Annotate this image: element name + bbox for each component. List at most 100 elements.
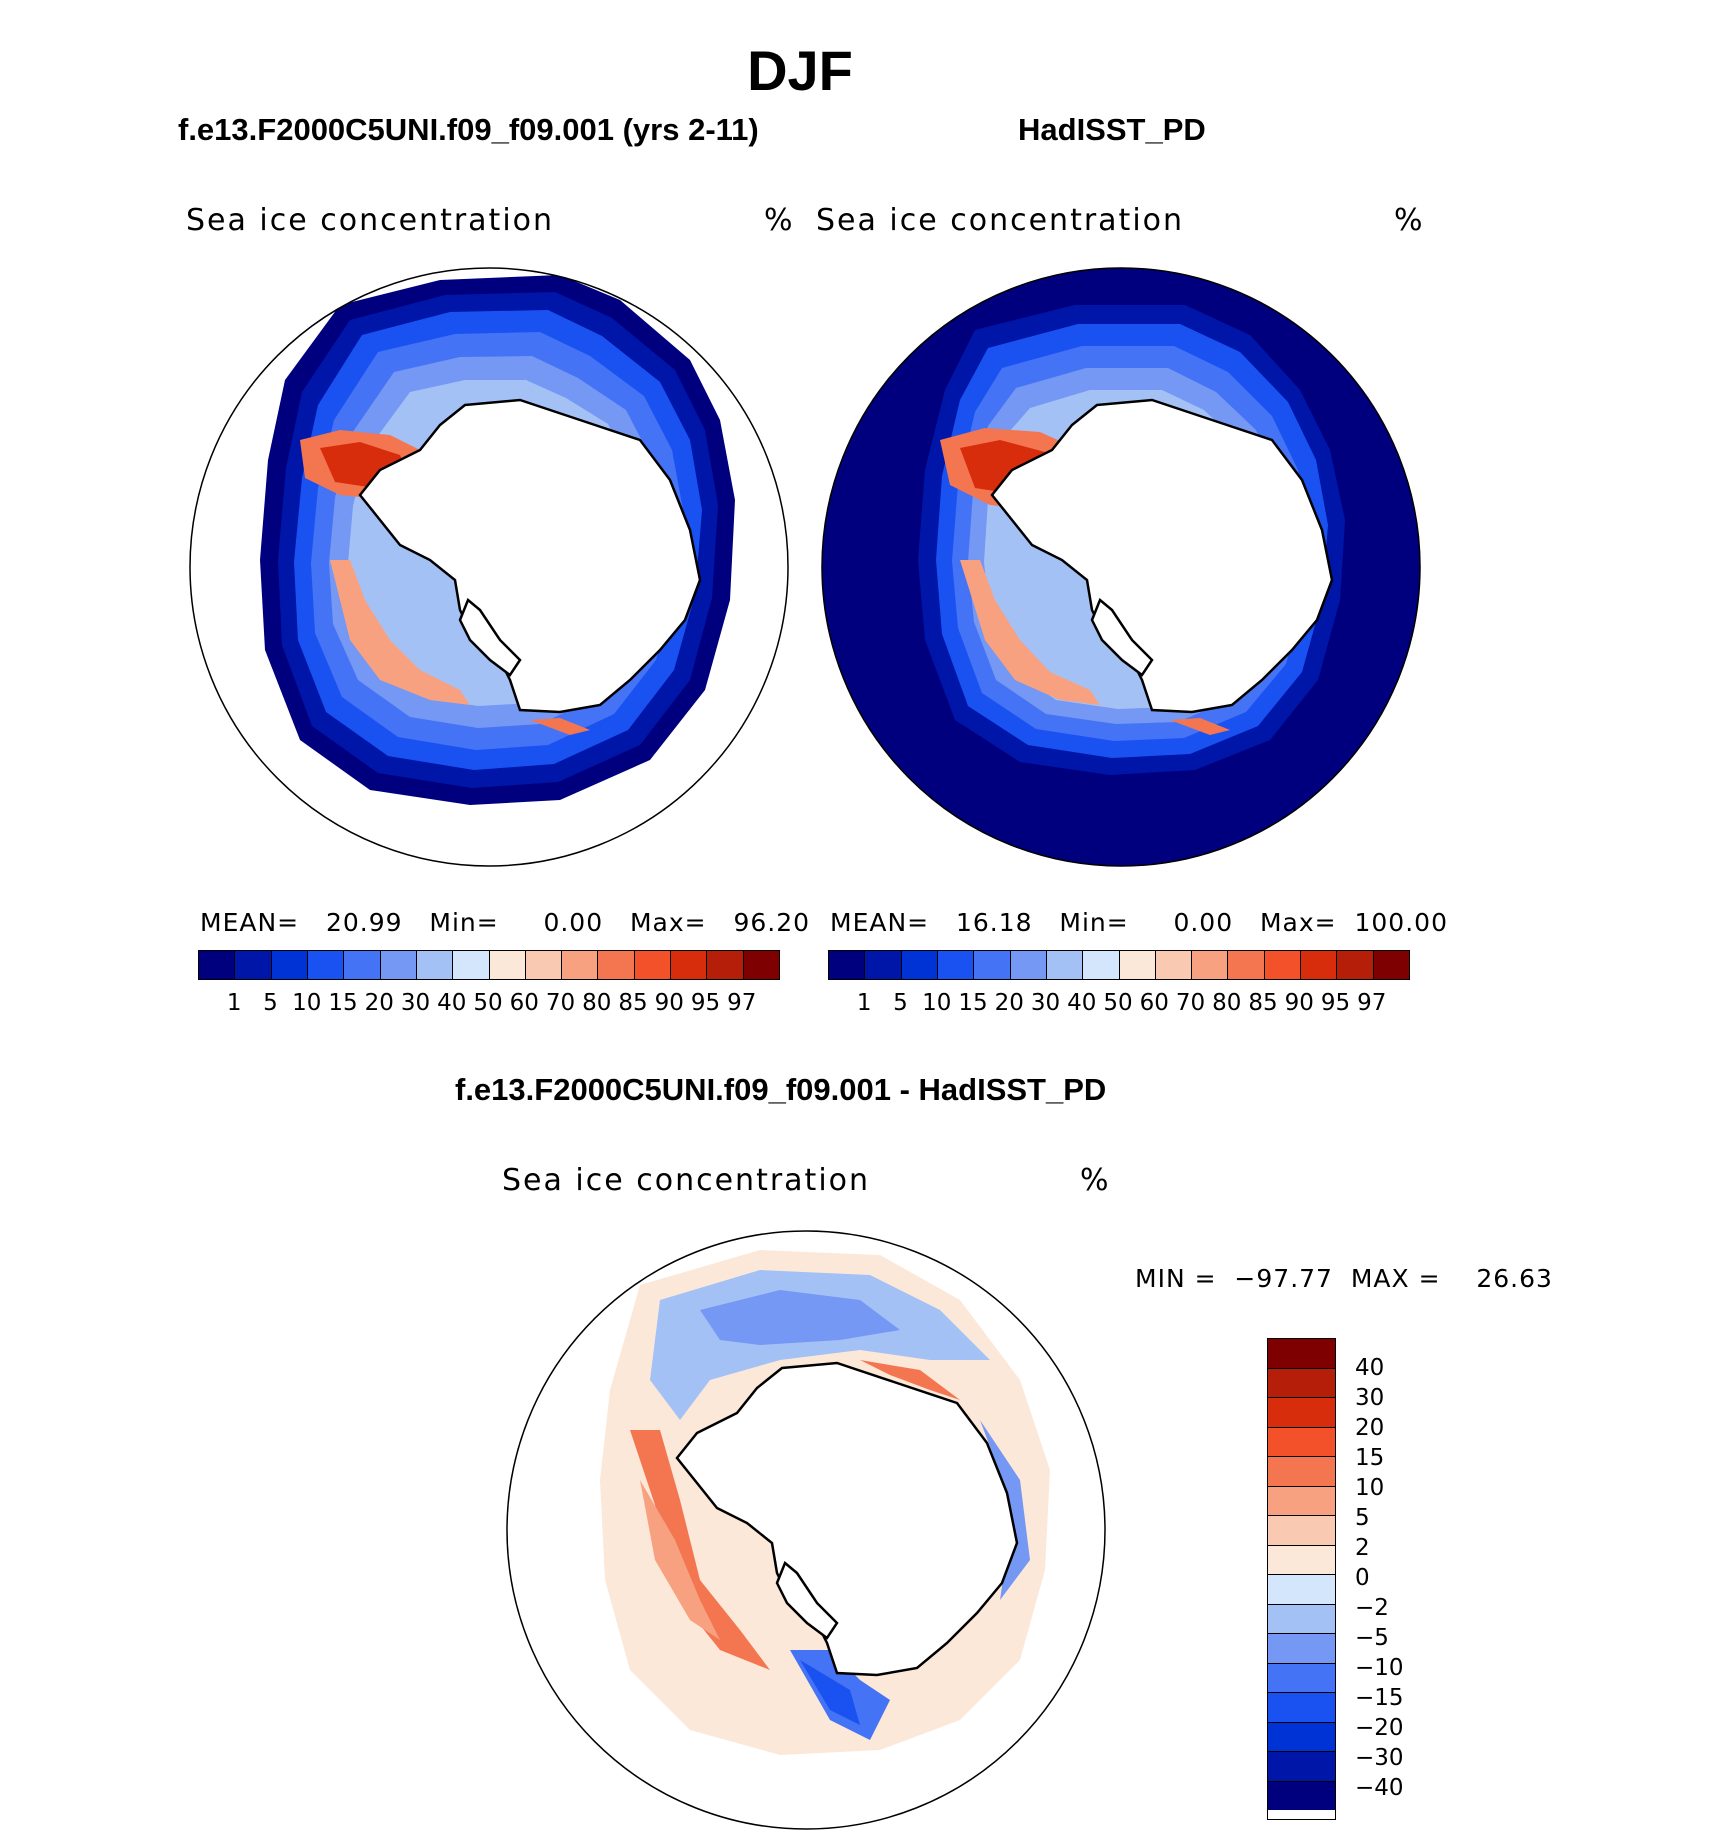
colorbar-swatch	[1228, 951, 1265, 979]
colorbar-tick-label: 20	[1355, 1415, 1385, 1441]
colorbar-tick-label: 0	[1355, 1565, 1370, 1591]
left-mean-value: 20.99	[325, 908, 403, 937]
colorbar-tick-label: 90	[654, 990, 684, 1016]
right-min-value: 0.00	[1173, 908, 1234, 937]
colorbar-swatch	[901, 951, 938, 979]
colorbar-swatch	[562, 951, 599, 979]
colorbar-swatch	[307, 951, 345, 979]
diff-minmax: MIN = −97.77 MAX = 26.63	[1135, 1264, 1553, 1293]
colorbar-tick-label: 40	[1355, 1355, 1385, 1381]
colorbar-swatch	[1010, 951, 1047, 979]
colorbar-tick-label: 30	[1030, 990, 1061, 1016]
colorbar-tick-label: 60	[1139, 990, 1169, 1016]
left-units-label: %	[764, 203, 795, 238]
colorbar-swatch	[1268, 1575, 1335, 1605]
colorbar-swatch	[1268, 1427, 1335, 1457]
colorbar-tick-label: 5	[1355, 1505, 1370, 1531]
colorbar-swatch	[634, 951, 672, 979]
colorbar-swatch	[199, 951, 236, 979]
colorbar-tick-label: −2	[1355, 1595, 1389, 1621]
colorbar-swatch	[1268, 1752, 1335, 1782]
left-mean-label: MEAN=	[200, 908, 300, 937]
colorbar-swatch	[1268, 1398, 1335, 1428]
colorbar-tick-label: 97	[1357, 990, 1387, 1016]
colorbar-swatch	[344, 951, 381, 979]
colorbar-swatch	[235, 951, 272, 979]
colorbar-swatch	[1046, 951, 1084, 979]
colorbar-tick-label: 97	[727, 990, 757, 1016]
colorbar-tick-label: 1	[226, 990, 242, 1016]
colorbar-swatch	[1301, 951, 1338, 979]
colorbar-tick-label: −20	[1355, 1715, 1404, 1741]
colorbar-swatch	[1268, 1545, 1335, 1575]
colorbar-swatch	[1268, 1722, 1335, 1752]
right-case-title: HadISST_PD	[1018, 112, 1206, 147]
colorbar-tick-label: −40	[1355, 1775, 1404, 1801]
diff-case-title: f.e13.F2000C5UNI.f09_f09.001 - HadISST_P…	[455, 1072, 1107, 1107]
colorbar-swatch	[1268, 1486, 1335, 1516]
colorbar-swatch	[1264, 951, 1302, 979]
colorbar-tick-label: 10	[1355, 1475, 1385, 1501]
colorbar-tick-label: 5	[263, 990, 278, 1016]
colorbar-swatch	[1268, 1339, 1335, 1369]
left-min-value: 0.00	[543, 908, 604, 937]
left-max-value: 96.20	[733, 908, 811, 937]
right-mean-label: MEAN=	[830, 908, 930, 937]
colorbar-tick-label: 70	[545, 990, 576, 1016]
colorbar-swatch	[1268, 1693, 1335, 1723]
right-units-label: %	[1394, 203, 1425, 238]
colorbar-swatch	[489, 951, 526, 979]
colorbar-tick-label: 50	[1103, 990, 1133, 1016]
colorbar-swatch	[865, 951, 902, 979]
colorbar-swatch	[1268, 1457, 1335, 1487]
colorbar-swatch	[1119, 951, 1156, 979]
colorbar-swatch	[525, 951, 563, 979]
colorbar-swatch	[1337, 951, 1374, 979]
colorbar-tick-label: −15	[1355, 1685, 1404, 1711]
colorbar-tick-label: 40	[1067, 990, 1097, 1016]
colorbar-swatch	[1268, 1368, 1335, 1398]
colorbar-tick-label: 90	[1284, 990, 1314, 1016]
colorbar-tick-label: 40	[437, 990, 467, 1016]
diff-units-label: %	[1080, 1163, 1111, 1198]
colorbar-swatch	[1268, 1516, 1335, 1546]
colorbar-tick-label: 15	[1355, 1445, 1385, 1471]
colorbar-swatch	[1192, 951, 1229, 979]
colorbar-swatch	[1268, 1663, 1335, 1693]
colorbar-swatch	[453, 951, 490, 979]
colorbar-swatch	[271, 951, 308, 979]
right-min-label: Min=	[1059, 908, 1129, 937]
left-field-label: Sea ice concentration	[186, 203, 555, 238]
colorbar-swatch	[416, 951, 454, 979]
colorbar-swatch	[1155, 951, 1193, 979]
colorbar-swatch	[974, 951, 1011, 979]
colorbar-tick-label: 70	[1175, 990, 1206, 1016]
colorbar-tick-label: 30	[1355, 1385, 1385, 1411]
right-mean-value: 16.18	[955, 908, 1033, 937]
colorbar-tick-label: −10	[1355, 1655, 1404, 1681]
left-case-title: f.e13.F2000C5UNI.f09_f09.001 (yrs 2-11)	[178, 112, 759, 147]
right-stats: MEAN= 16.18 Min= 0.00 Max= 100.00	[830, 908, 1448, 937]
colorbar-swatch	[743, 951, 779, 979]
colorbar-tick-label: 2	[1355, 1535, 1370, 1561]
colorbar-tick-label: 1	[856, 990, 872, 1016]
colorbar-swatch	[1268, 1604, 1335, 1634]
left-stats: MEAN= 20.99 Min= 0.00 Max= 96.20	[200, 908, 810, 937]
left-max-label: Max=	[629, 908, 707, 937]
colorbar-tick-label: 15	[958, 990, 988, 1016]
colorbar-tick-label: 10	[292, 990, 322, 1016]
colorbar-tick-label: 85	[618, 990, 648, 1016]
colorbar-tick-label: 30	[400, 990, 431, 1016]
colorbar-swatch	[1083, 951, 1120, 979]
colorbar-tick-label: 5	[893, 990, 908, 1016]
colorbar-swatch	[1268, 1781, 1335, 1810]
colorbar-swatch	[671, 951, 708, 979]
colorbar-swatch	[1268, 1634, 1335, 1664]
figure-title: DJF	[747, 39, 853, 102]
colorbar-tick-label: 80	[582, 990, 612, 1016]
colorbar-swatch	[937, 951, 975, 979]
colorbar-swatch	[707, 951, 744, 979]
colorbar-tick-label: 20	[364, 990, 394, 1016]
